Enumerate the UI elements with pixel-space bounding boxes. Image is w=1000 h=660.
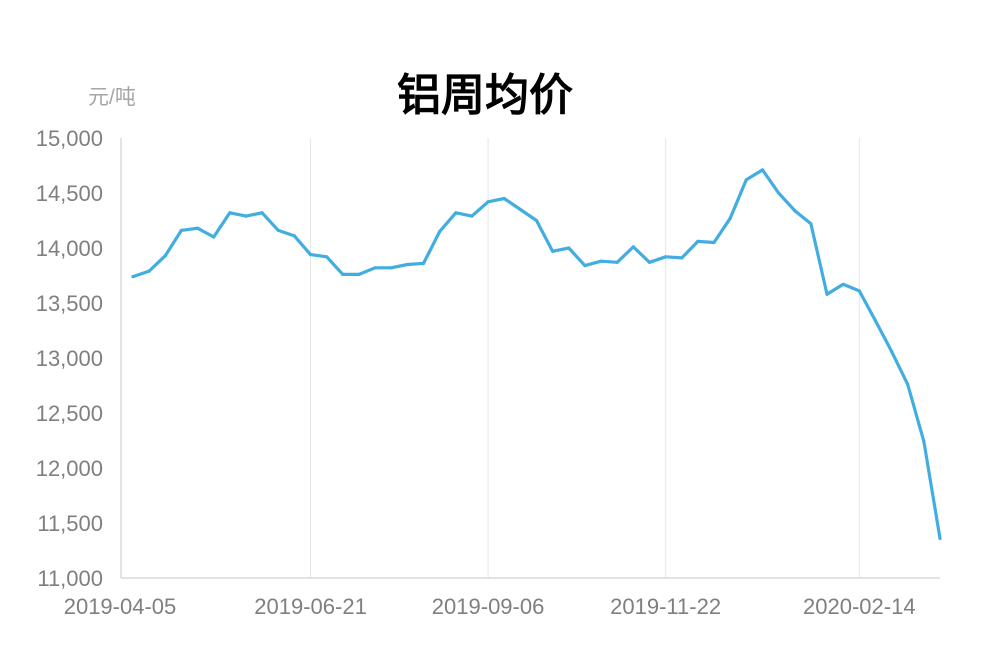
data-point (470, 214, 474, 218)
data-point (373, 266, 377, 270)
series-line (131, 168, 942, 541)
y-tick-label: 13,000 (36, 346, 103, 371)
data-point (179, 228, 183, 232)
data-point (389, 266, 393, 270)
data-point (567, 246, 571, 250)
data-point (680, 256, 684, 260)
x-axis-ticks: 2019-04-05 2019-06-21 2019-09-06 2019-11-22… (64, 594, 916, 619)
y-axis-ticks: 11,000 11,500 12,000 12,500 13,000 13,500 14,0… (36, 126, 103, 591)
data-point (163, 254, 167, 258)
data-point (438, 229, 442, 234)
data-point (357, 272, 361, 276)
data-point (534, 218, 539, 223)
data-point (421, 261, 426, 265)
data-point (212, 235, 216, 239)
y-unit-label: 元/吨 (88, 86, 136, 109)
data-point (809, 222, 813, 226)
series-group (131, 168, 942, 541)
data-point (292, 234, 296, 238)
data-point (841, 282, 845, 286)
y-tick-label: 13,500 (36, 291, 103, 316)
data-point (760, 168, 765, 172)
data-point (454, 211, 458, 215)
data-point (777, 191, 781, 195)
y-tick-label: 12,500 (36, 401, 103, 426)
data-point (938, 536, 942, 541)
data-point (744, 178, 748, 182)
data-point (196, 226, 200, 230)
x-tick-label: 2019-04-05 (64, 594, 177, 619)
data-point (147, 269, 151, 273)
data-point (890, 349, 894, 353)
x-tick-label: 2020-02-14 (803, 594, 916, 619)
y-tick-label: 11,000 (37, 566, 103, 591)
data-point (260, 211, 264, 215)
data-point (518, 207, 523, 212)
data-point (647, 260, 652, 264)
data-point (308, 253, 313, 257)
gridlines (310, 138, 860, 578)
y-tick-label: 11,500 (37, 511, 103, 536)
data-point (793, 209, 797, 213)
y-tick-label: 14,000 (36, 236, 103, 261)
data-point (486, 200, 490, 204)
data-point (276, 228, 280, 232)
data-point (857, 289, 861, 293)
data-point (696, 239, 700, 243)
data-point (631, 245, 635, 249)
chart-title: 铝周均价 (397, 70, 573, 121)
data-point (728, 216, 732, 220)
data-point (615, 260, 619, 264)
data-point (325, 255, 329, 259)
data-point (664, 255, 668, 259)
axes (120, 138, 940, 579)
y-tick-label: 15,000 (36, 126, 103, 151)
data-point (131, 275, 135, 279)
data-point (502, 196, 506, 201)
data-point (405, 262, 409, 267)
data-point (825, 292, 829, 296)
data-point (228, 211, 232, 215)
data-point (599, 259, 603, 263)
data-point (712, 240, 716, 245)
data-point (906, 382, 910, 386)
x-tick-label: 2019-11-22 (610, 594, 721, 619)
y-tick-label: 12,000 (36, 456, 103, 481)
data-point (922, 440, 926, 444)
y-tick-label: 14,500 (36, 181, 103, 206)
data-point (551, 249, 555, 253)
data-point (244, 214, 248, 218)
data-point (583, 264, 587, 268)
x-tick-label: 2019-06-21 (254, 594, 367, 619)
data-point (873, 319, 878, 323)
data-point (341, 272, 345, 276)
x-tick-label: 2019-09-06 (432, 594, 545, 619)
